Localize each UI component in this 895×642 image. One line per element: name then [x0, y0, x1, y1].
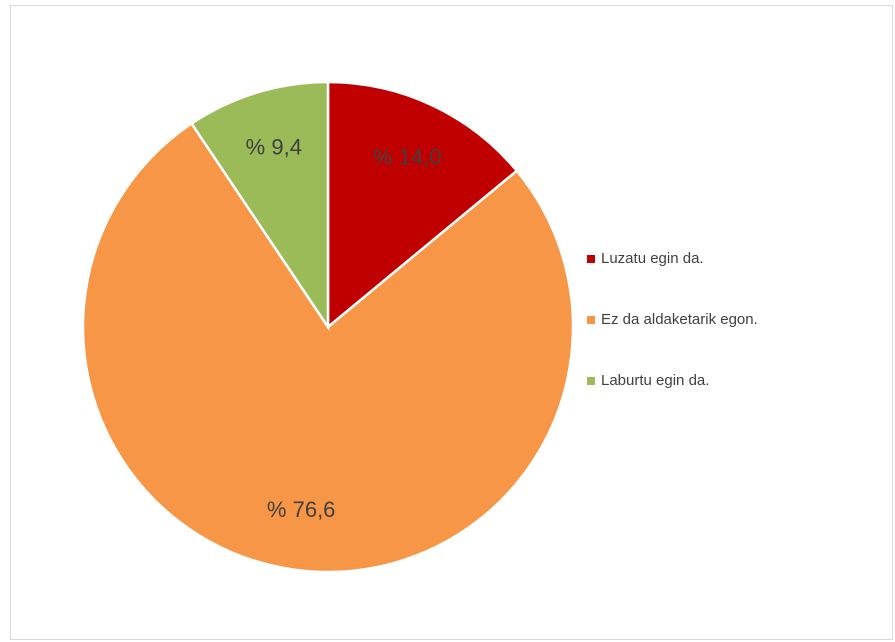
legend-label: Laburtu egin da. — [601, 372, 709, 389]
legend-label: Ez da aldaketarik egon. — [601, 311, 758, 328]
legend-swatch — [587, 316, 595, 324]
legend-swatch — [587, 255, 595, 263]
pie-slice — [326, 80, 519, 330]
data-label: % 76,6 — [267, 497, 336, 522]
legend-label: Luzatu egin da. — [601, 250, 704, 267]
legend-swatch — [587, 377, 595, 385]
data-label: % 9,4 — [246, 135, 302, 160]
pie-slice — [189, 80, 330, 332]
data-label: % 14,0 — [373, 144, 442, 169]
pie-slice — [81, 121, 575, 574]
